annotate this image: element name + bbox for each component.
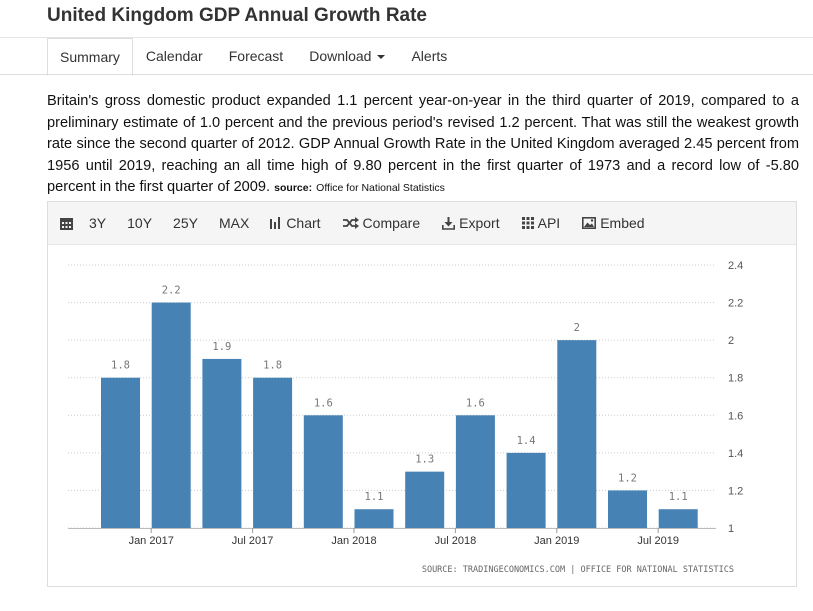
y-tick-label: 1.4: [728, 448, 743, 460]
bar[interactable]: [253, 377, 293, 528]
range-max-button[interactable]: MAX: [218, 215, 250, 231]
y-tick-label: 2.4: [728, 260, 743, 272]
tab-summary[interactable]: Summary: [47, 38, 133, 76]
chart-panel: 3Y 10Y 25Y MAX Chart Compare Export API …: [47, 201, 797, 587]
tab-forecast[interactable]: Forecast: [228, 48, 284, 64]
chart-type-button[interactable]: Chart: [270, 215, 321, 231]
bar[interactable]: [101, 377, 140, 528]
tab-download[interactable]: Download: [296, 38, 398, 74]
data-label: 1.4: [517, 435, 536, 447]
chart-type-label: Chart: [286, 215, 321, 231]
data-label: 2: [574, 322, 580, 334]
export-label: Export: [459, 215, 500, 231]
bar[interactable]: [202, 358, 242, 528]
range-10y-button[interactable]: 10Y: [127, 215, 153, 231]
range-3y-button[interactable]: 3Y: [89, 215, 107, 231]
x-tick-label: Jan 2018: [331, 535, 376, 547]
api-button[interactable]: API: [521, 215, 561, 231]
shuffle-icon: [342, 217, 359, 229]
data-label: 1.9: [212, 341, 231, 353]
image-icon: [582, 217, 597, 229]
data-label: 1.1: [365, 491, 384, 503]
x-tick-label: Jan 2017: [129, 535, 174, 547]
y-tick-label: 1.2: [728, 485, 743, 497]
tab-bar: Summary Calendar Forecast Download Alert…: [47, 38, 460, 76]
y-tick-label: 2: [728, 335, 734, 347]
embed-label: Embed: [600, 215, 645, 231]
y-tick-label: 2.2: [728, 298, 743, 310]
y-tick-label: 1.8: [728, 373, 743, 385]
compare-button[interactable]: Compare: [342, 215, 421, 231]
x-tick-label: Jul 2018: [435, 535, 477, 547]
bar[interactable]: [557, 340, 597, 528]
calendar-icon[interactable]: [60, 217, 73, 230]
export-button[interactable]: Export: [442, 215, 500, 231]
data-label: 1.8: [111, 360, 130, 372]
data-label: 1.3: [415, 454, 434, 466]
y-tick-label: 1: [728, 523, 734, 535]
data-label: 1.2: [618, 472, 637, 484]
x-tick-label: Jan 2019: [534, 535, 579, 547]
data-label: 1.1: [669, 491, 688, 503]
x-tick-label: Jul 2019: [637, 535, 679, 547]
data-label: 1.8: [263, 360, 282, 372]
caret-down-icon: [377, 55, 386, 60]
tabs-divider: [0, 74, 813, 75]
gdp-growth-bar-chart: 1 1.2 1.4 1.6 1.8 2 2.2 2.4 1.8 2.2 1.9 1.8 1.6 1.1 1.…: [68, 260, 743, 575]
summary-text: Britain's gross domestic product expande…: [47, 93, 799, 195]
x-tick-label: Jul 2017: [232, 535, 274, 547]
tab-download-label: Download: [309, 48, 372, 64]
chart-toolbar: 3Y 10Y 25Y MAX Chart Compare Export API …: [48, 202, 796, 245]
tab-alerts[interactable]: Alerts: [411, 48, 448, 64]
grid-icon: [521, 217, 534, 229]
compare-label: Compare: [362, 215, 421, 231]
bar[interactable]: [506, 452, 546, 528]
bar[interactable]: [151, 302, 191, 528]
title-divider: [0, 37, 813, 38]
embed-button[interactable]: Embed: [582, 215, 645, 231]
bar[interactable]: [354, 509, 394, 528]
bar-chart-icon: [270, 217, 281, 229]
data-label: 2.2: [162, 285, 181, 297]
bar[interactable]: [405, 471, 445, 528]
page-title: United Kingdom GDP Annual Growth Rate: [47, 5, 427, 26]
summary-paragraph: Britain's gross domestic product expande…: [47, 91, 799, 200]
chart-source-note: SOURCE: TRADINGECONOMICS.COM | OFFICE FO…: [422, 565, 734, 575]
api-label: API: [537, 215, 561, 231]
download-icon: [442, 216, 456, 230]
tab-calendar[interactable]: Calendar: [145, 48, 203, 64]
bar[interactable]: [658, 509, 698, 528]
source-label: source:: [274, 182, 313, 194]
range-25y-button[interactable]: 25Y: [173, 215, 198, 231]
source-link[interactable]: Office for National Statistics: [316, 182, 445, 194]
y-tick-label: 1.6: [728, 410, 743, 422]
data-label: 1.6: [314, 397, 333, 409]
bar[interactable]: [608, 490, 647, 528]
data-label: 1.6: [466, 397, 485, 409]
bar[interactable]: [455, 415, 495, 528]
bar[interactable]: [303, 415, 343, 528]
